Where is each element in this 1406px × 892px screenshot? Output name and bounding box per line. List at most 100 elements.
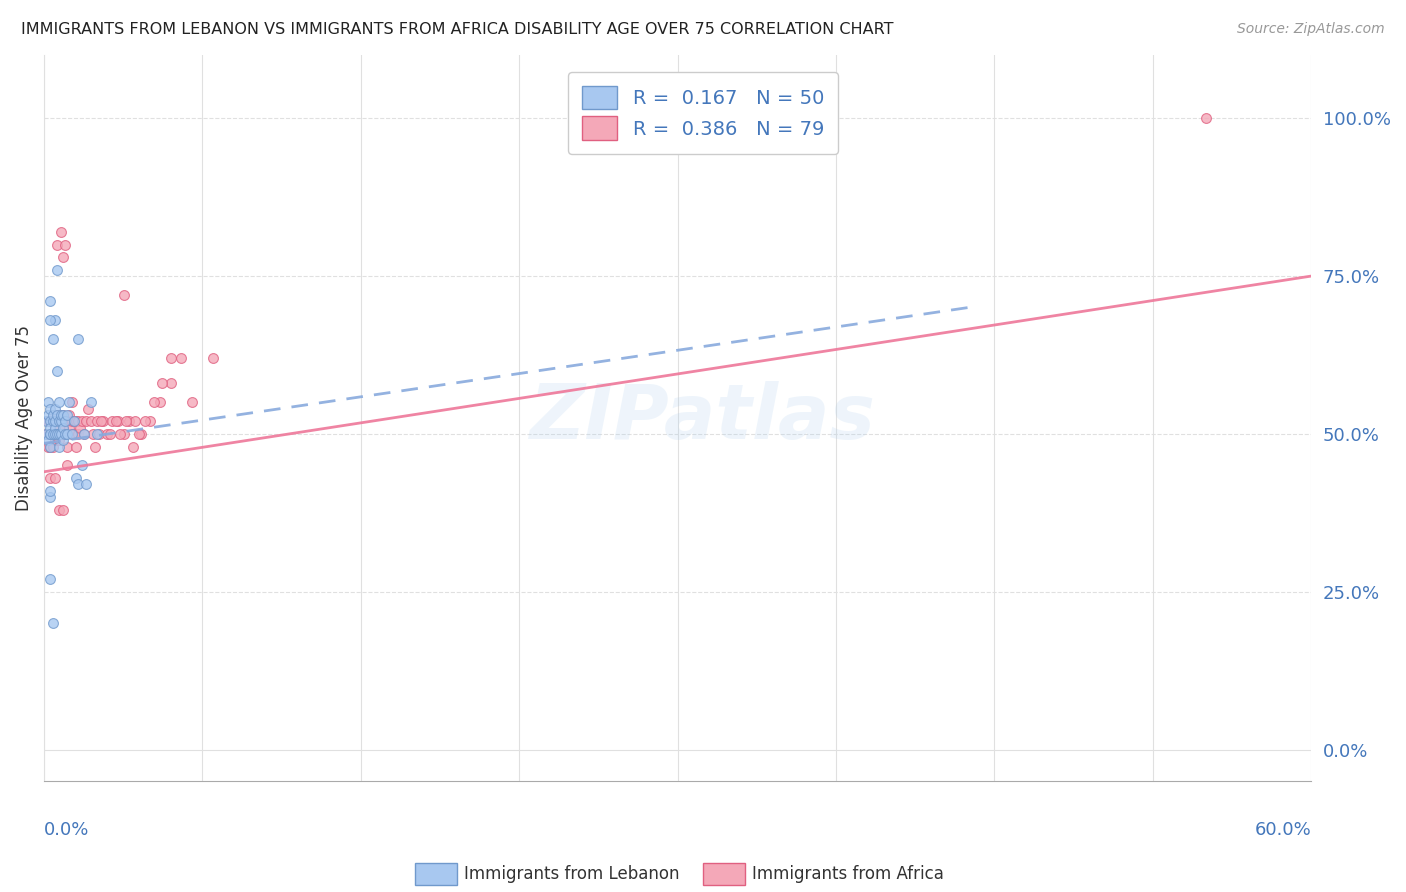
Point: [35, 426, 58, 441]
Point: [44, 313, 66, 327]
Point: [39, 420, 62, 434]
Point: [49, 408, 72, 422]
Point: [39, 401, 62, 416]
Point: [52, 250, 75, 264]
Point: [45, 408, 67, 422]
Point: [62, 426, 84, 441]
Point: [108, 426, 131, 441]
Legend: R =  0.167   N = 50, R =  0.386   N = 79: R = 0.167 N = 50, R = 0.386 N = 79: [568, 72, 838, 153]
Point: [70, 414, 93, 428]
Point: [45, 237, 67, 252]
Point: [58, 408, 80, 422]
Point: [56, 414, 79, 428]
Point: [159, 351, 181, 366]
Point: [48, 502, 70, 516]
Point: [48, 426, 70, 441]
Point: [124, 414, 146, 428]
Point: [149, 395, 172, 409]
Point: [49, 414, 72, 428]
Point: [49, 225, 72, 239]
Point: [129, 426, 152, 441]
Text: 0.0%: 0.0%: [44, 821, 90, 839]
Point: [48, 420, 70, 434]
Point: [159, 376, 181, 391]
Point: [41, 332, 63, 346]
Point: [73, 426, 96, 441]
Point: [66, 426, 89, 441]
Text: Source: ZipAtlas.com: Source: ZipAtlas.com: [1237, 22, 1385, 37]
Point: [121, 440, 143, 454]
Point: [96, 426, 118, 441]
Point: [117, 414, 139, 428]
Point: [65, 414, 87, 428]
Point: [100, 414, 122, 428]
Point: [41, 426, 63, 441]
Point: [45, 414, 67, 428]
Point: [65, 440, 87, 454]
Point: [52, 420, 75, 434]
Point: [45, 426, 67, 441]
Point: [150, 376, 173, 391]
Point: [56, 426, 79, 441]
Point: [52, 434, 75, 448]
Point: [39, 471, 62, 485]
Point: [53, 414, 76, 428]
Point: [52, 408, 75, 422]
Point: [107, 414, 129, 428]
Point: [39, 572, 62, 586]
Point: [53, 426, 76, 441]
Point: [39, 426, 62, 441]
Point: [58, 420, 80, 434]
Point: [37, 408, 59, 422]
Point: [202, 351, 225, 366]
Point: [35, 414, 58, 428]
Point: [52, 408, 75, 422]
Point: [45, 364, 67, 378]
Point: [49, 426, 72, 441]
Point: [41, 440, 63, 454]
Text: IMMIGRANTS FROM LEBANON VS IMMIGRANTS FROM AFRICA DISABILITY AGE OVER 75 CORRELA: IMMIGRANTS FROM LEBANON VS IMMIGRANTS FR…: [21, 22, 894, 37]
Point: [41, 616, 63, 631]
Point: [60, 426, 83, 441]
Point: [39, 426, 62, 441]
Text: ZIPatlas: ZIPatlas: [530, 381, 876, 455]
Point: [53, 237, 76, 252]
Point: [65, 471, 87, 485]
Point: [39, 440, 62, 454]
Point: [82, 426, 104, 441]
Point: [37, 395, 59, 409]
Point: [60, 395, 83, 409]
Point: [69, 420, 91, 434]
Point: [75, 477, 97, 491]
Point: [39, 440, 62, 454]
Point: [44, 420, 66, 434]
Point: [45, 262, 67, 277]
Point: [49, 414, 72, 428]
Point: [39, 426, 62, 441]
Point: [52, 502, 75, 516]
Text: Immigrants from Lebanon: Immigrants from Lebanon: [464, 865, 679, 883]
Point: [49, 426, 72, 441]
Text: Immigrants from Africa: Immigrants from Africa: [752, 865, 943, 883]
Point: [45, 426, 67, 441]
Point: [48, 434, 70, 448]
Point: [58, 395, 80, 409]
Point: [115, 414, 138, 428]
Point: [86, 426, 108, 441]
Point: [44, 408, 66, 422]
Text: 60.0%: 60.0%: [1254, 821, 1312, 839]
Point: [48, 408, 70, 422]
Point: [90, 414, 112, 428]
Point: [142, 395, 165, 409]
Point: [62, 414, 84, 428]
Point: [60, 414, 83, 428]
Point: [56, 408, 79, 422]
Point: [48, 440, 70, 454]
Point: [52, 420, 75, 434]
Point: [39, 414, 62, 428]
Point: [41, 426, 63, 441]
Point: [73, 426, 96, 441]
Point: [66, 477, 89, 491]
Point: [112, 426, 135, 441]
Point: [138, 414, 160, 428]
